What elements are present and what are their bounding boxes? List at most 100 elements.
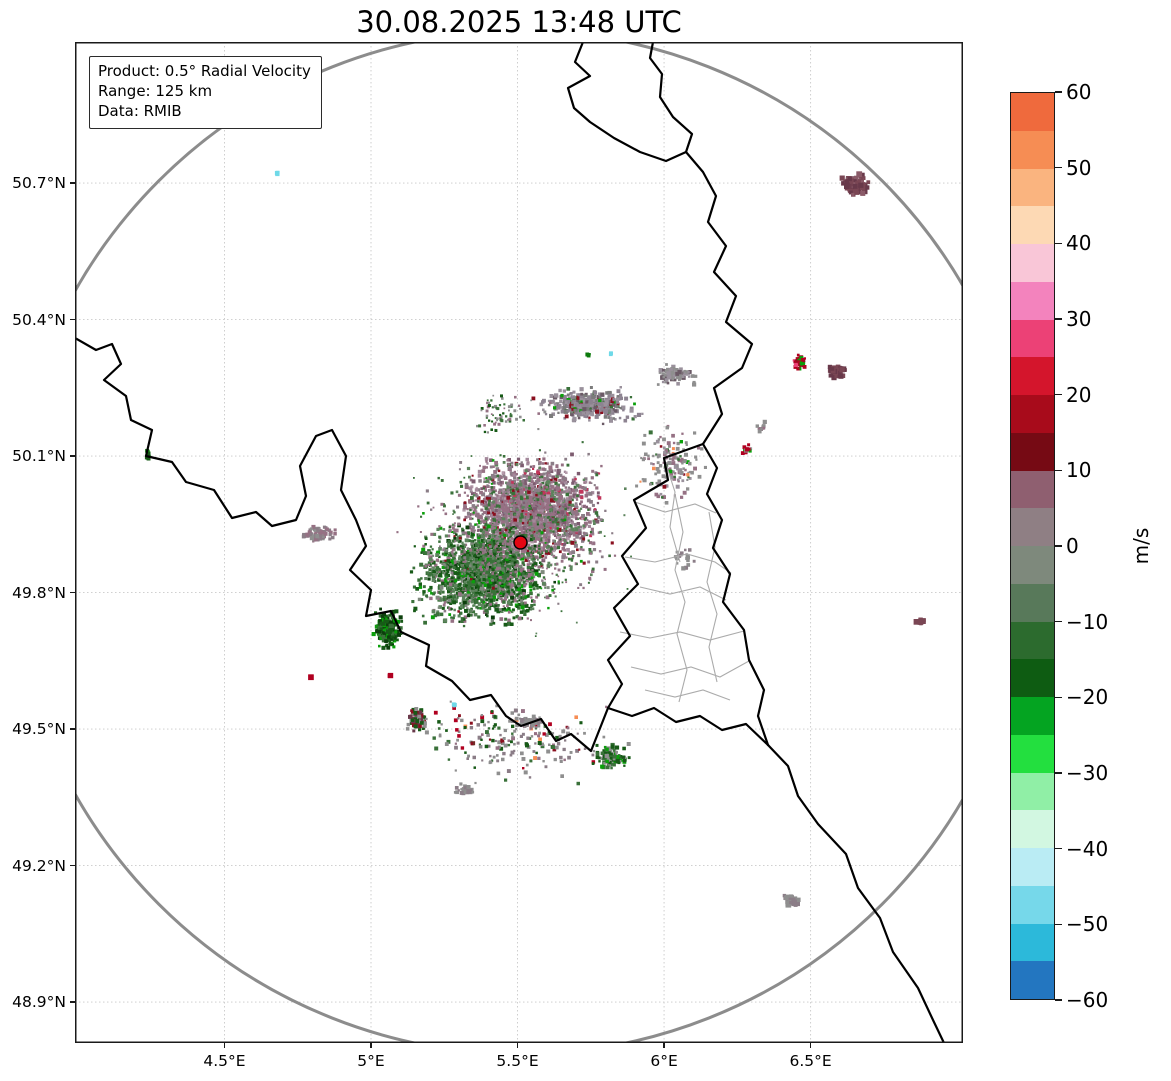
x-tick-mark [370, 1043, 372, 1048]
y-tick-mark [70, 182, 75, 184]
colorbar-color-block [1011, 395, 1054, 433]
colorbar-tick-label: −10 [1066, 609, 1109, 634]
colorbar-color-block [1011, 848, 1054, 886]
y-tick-label: 50.1°N [12, 447, 66, 466]
echo-cluster-south-green-patch [591, 742, 631, 770]
plot-frame [75, 42, 963, 1043]
colorbar-tick-label: −60 [1066, 988, 1109, 1012]
colorbar-tick-mark [1055, 469, 1062, 472]
echo-cluster-south-gray-3 [782, 893, 801, 908]
y-tick-label: 49.2°N [12, 856, 66, 875]
echo-cluster-se-maroon-dot [913, 617, 926, 626]
y-tick-label: 50.7°N [12, 174, 66, 193]
colorbar-tick-mark [1055, 242, 1062, 245]
info-product-line: Product: 0.5° Radial Velocity [98, 62, 311, 80]
echo-cluster-east-red-speck [792, 353, 807, 371]
colorbar-color-block [1011, 583, 1054, 622]
colorbar-tick-label: −30 [1066, 761, 1109, 785]
colorbar-tick-mark [1055, 393, 1062, 396]
echo-cluster-north-specks [476, 394, 552, 434]
colorbar-color-block [1011, 281, 1054, 320]
colorbar-tick-mark [1055, 545, 1062, 547]
echo-cluster-sw-green-knot [371, 607, 404, 650]
y-tick-label: 49.8°N [12, 583, 66, 602]
x-tick-label: 4.5°E [203, 1052, 246, 1070]
y-tick-mark [70, 1001, 75, 1003]
x-tick-label: 6.5°E [789, 1052, 832, 1070]
colorbar-color-block [1011, 810, 1054, 848]
colorbar-color-block [1011, 432, 1054, 471]
colorbar-tick-label: −20 [1066, 685, 1109, 710]
echo-cluster-red-dot-mid [387, 672, 394, 679]
x-tick-mark [516, 1043, 519, 1048]
echo-cluster-red-dot-west [308, 674, 314, 681]
y-tick-label: 50.4°N [12, 310, 66, 329]
colorbar-color-block [1011, 93, 1054, 131]
echo-cluster-east-maroon-speck [827, 364, 847, 381]
x-tick-mark [223, 1043, 226, 1048]
y-tick-mark [70, 455, 75, 457]
echo-cluster-east-sparse [635, 424, 707, 505]
colorbar-color-block [1011, 206, 1054, 244]
colorbar-tick-mark [1055, 847, 1062, 850]
colorbar-unit-label: m/s [1129, 527, 1153, 565]
colorbar-tick-mark [1055, 318, 1062, 320]
colorbar-tick-label: 0 [1066, 534, 1079, 558]
echo-cluster-north-cyan-speck [608, 351, 613, 357]
echo-cluster-south-cyan-speck [451, 702, 457, 708]
echo-cluster-ne-band [531, 386, 644, 426]
colorbar-color-block [1011, 357, 1054, 395]
product-info-box: Product: 0.5° Radial Velocity Range: 125… [89, 56, 322, 129]
x-tick-label: 5°E [357, 1052, 385, 1070]
colorbar-color-block [1011, 885, 1054, 924]
y-tick-mark [70, 591, 75, 594]
colorbar-tick-mark [1055, 620, 1062, 623]
colorbar-color-block [1011, 508, 1054, 546]
echo-cluster-south-scatter [418, 700, 609, 786]
radar-site-marker [513, 535, 528, 550]
colorbar-tick-mark [1055, 166, 1062, 169]
colorbar-tick-label: 40 [1066, 231, 1092, 256]
y-tick-mark [70, 728, 75, 730]
echo-cluster-ne-maroon-patch [839, 171, 871, 197]
colorbar-color-block [1011, 168, 1054, 207]
colorbar-color-block [1011, 961, 1054, 999]
colorbar-color-block [1011, 546, 1054, 584]
national-borders [75, 42, 946, 1043]
map-plot: Product: 0.5° Radial Velocity Range: 125… [75, 42, 963, 1043]
echo-cluster-east-mixed-speck [740, 443, 753, 455]
echo-cluster-east-gray-speck [755, 419, 767, 434]
colorbar-tick-mark [1055, 696, 1062, 699]
info-range-line: Range: 125 km [98, 81, 213, 100]
colorbar-tick-label: 30 [1066, 307, 1092, 331]
colorbar-color-block [1011, 923, 1054, 962]
colorbar-tick-label: 50 [1066, 155, 1092, 180]
figure-title: 30.08.2025 13:48 UTC [356, 5, 682, 39]
echo-cluster-west-patch [301, 524, 337, 543]
colorbar-color-block [1011, 697, 1054, 735]
colorbar-color-block [1011, 319, 1054, 358]
colorbar-color-block [1011, 470, 1054, 509]
y-tick-mark [70, 864, 75, 867]
colorbar-tick-mark [1055, 999, 1062, 1001]
colorbar-tick-label: 60 [1066, 80, 1092, 104]
colorbar-color-block [1011, 734, 1054, 773]
echo-cluster-ne-band-east [656, 363, 698, 387]
colorbar-tick-label: −40 [1066, 836, 1109, 861]
colorbar-color-block [1011, 772, 1054, 811]
colorbar-color-block [1011, 244, 1054, 282]
regional-borders [619, 457, 750, 703]
echo-cluster-main-echo-halo [396, 441, 632, 637]
radar-map-canvas [75, 42, 963, 1043]
colorbar-tick-label: −50 [1066, 912, 1109, 937]
colorbar-tick-label: 20 [1066, 382, 1092, 407]
echo-cluster-north-green-speck [585, 352, 591, 358]
radar-echo-field [144, 170, 926, 908]
colorbar-tick-mark [1055, 91, 1062, 93]
colorbar-tick-mark [1055, 923, 1062, 926]
colorbar-tick-mark [1055, 772, 1062, 774]
y-tick-label: 49.5°N [12, 720, 66, 739]
x-tick-mark [810, 1043, 812, 1048]
colorbar-tick-label: 10 [1066, 458, 1092, 483]
